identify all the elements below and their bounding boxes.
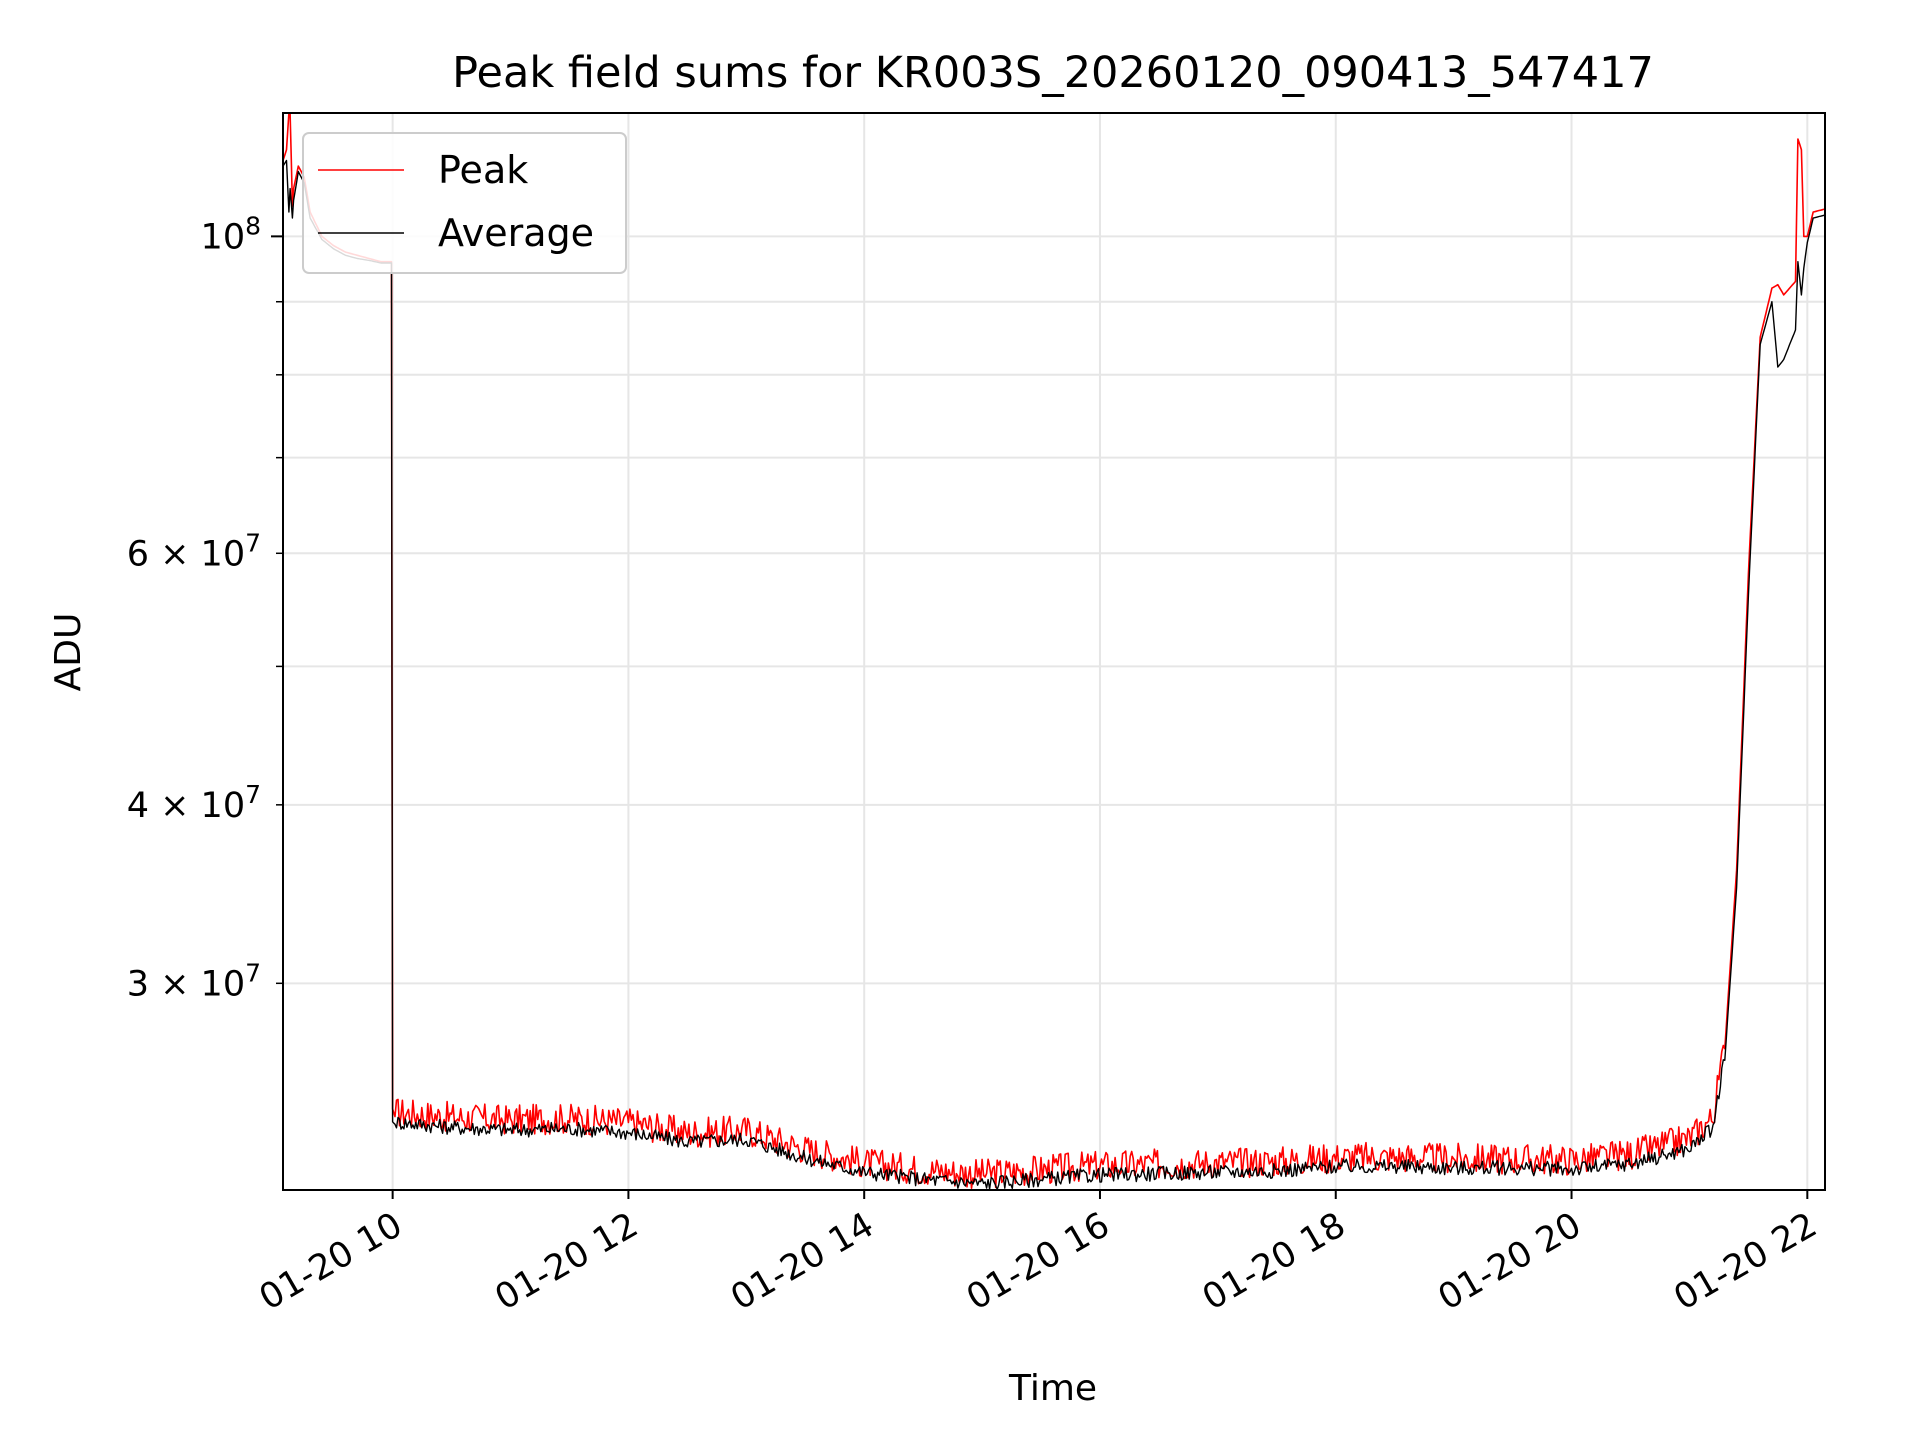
legend-label-peak: Peak [438, 148, 528, 192]
series-line-peak [283, 113, 1825, 1189]
plot-frame [282, 112, 1826, 1191]
chart-title: Peak field sums for KR003S_20260120_0904… [452, 48, 1654, 98]
legend: Peak Average [302, 132, 627, 274]
y-tick-base: 10 [201, 217, 246, 257]
legend-box [302, 132, 627, 274]
grid [283, 113, 1825, 1190]
y-tick-base: 10 [201, 786, 246, 826]
y-tick-mantissa: 3 × [127, 964, 201, 1004]
x-axis-label: Time [1008, 1368, 1097, 1409]
y-tick-label: 108 [201, 211, 261, 257]
y-tick-mantissa: 4 × [127, 786, 201, 826]
series-layer [283, 113, 1825, 1190]
y-tick-exponent: 7 [245, 780, 261, 809]
y-tick-label: 4 × 107 [127, 780, 261, 826]
y-tick-label: 6 × 107 [127, 528, 261, 574]
y-tick-exponent: 7 [245, 528, 261, 557]
y-tick-base: 10 [201, 534, 246, 574]
y-tick-exponent: 7 [245, 958, 261, 987]
legend-label-average: Average [438, 211, 594, 255]
y-axis-label: ADU [48, 613, 89, 692]
y-tick-mantissa: 6 × [127, 534, 201, 574]
y-tick-exponent: 8 [245, 211, 261, 240]
y-tick-label: 3 × 107 [127, 958, 261, 1004]
y-tick-base: 10 [201, 964, 246, 1004]
series-line-average [283, 159, 1825, 1190]
